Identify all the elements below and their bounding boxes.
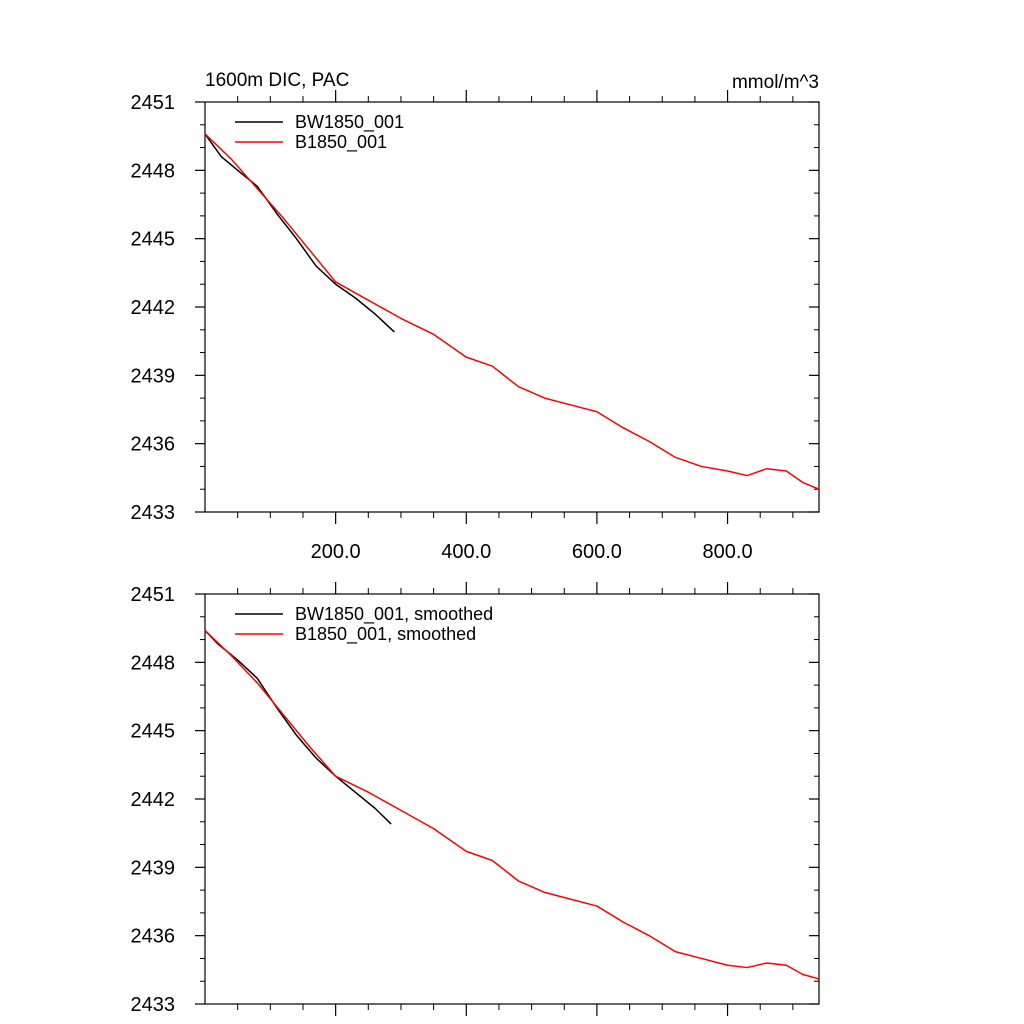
y-tick-label: 2442 [131,297,176,319]
series-line-0 [204,629,392,825]
x-tick-label: 800.0 [703,541,753,563]
x-tick-label: 400.0 [441,541,491,563]
y-tick-label: 2445 [131,721,176,743]
y-tick-label: 2439 [131,857,176,879]
series-line-0 [204,133,395,333]
y-tick-label: 2436 [131,926,176,948]
y-tick-label: 2451 [131,92,176,114]
plot-frame [204,101,820,513]
y-tick-label: 2433 [131,502,176,524]
plot-frame [204,593,820,1005]
y-tick-label: 2442 [131,789,176,811]
y-tick-label: 2448 [131,652,176,674]
y-tick-label: 2439 [131,365,176,387]
y-tick-label: 2445 [131,229,176,251]
legend-label: BW1850_001 [295,112,404,133]
chart-title: 1600m DIC, PAC [205,70,349,91]
units-label: mmol/m^3 [732,72,819,93]
y-tick-label: 2436 [131,434,176,456]
bottom-panel: 2451 2448 2445 2442 2439 2436 2433 BW1850_001, … [131,582,820,1016]
x-tick-label: 200.0 [311,541,361,563]
legend-label: B1850_001, smoothed [295,624,476,645]
series-line-1 [204,629,820,980]
series-line-1 [204,133,820,490]
legend-label: B1850_001 [295,132,387,153]
top-panel: 2451 2448 2445 2442 2439 2436 2433 200.0 400.0 60… [131,70,820,563]
y-tick-label: 2448 [131,160,176,182]
x-tick-label: 600.0 [572,541,622,563]
legend-label: BW1850_001, smoothed [295,604,493,625]
y-tick-label: 2433 [131,994,176,1016]
y-tick-label: 2451 [131,584,176,606]
